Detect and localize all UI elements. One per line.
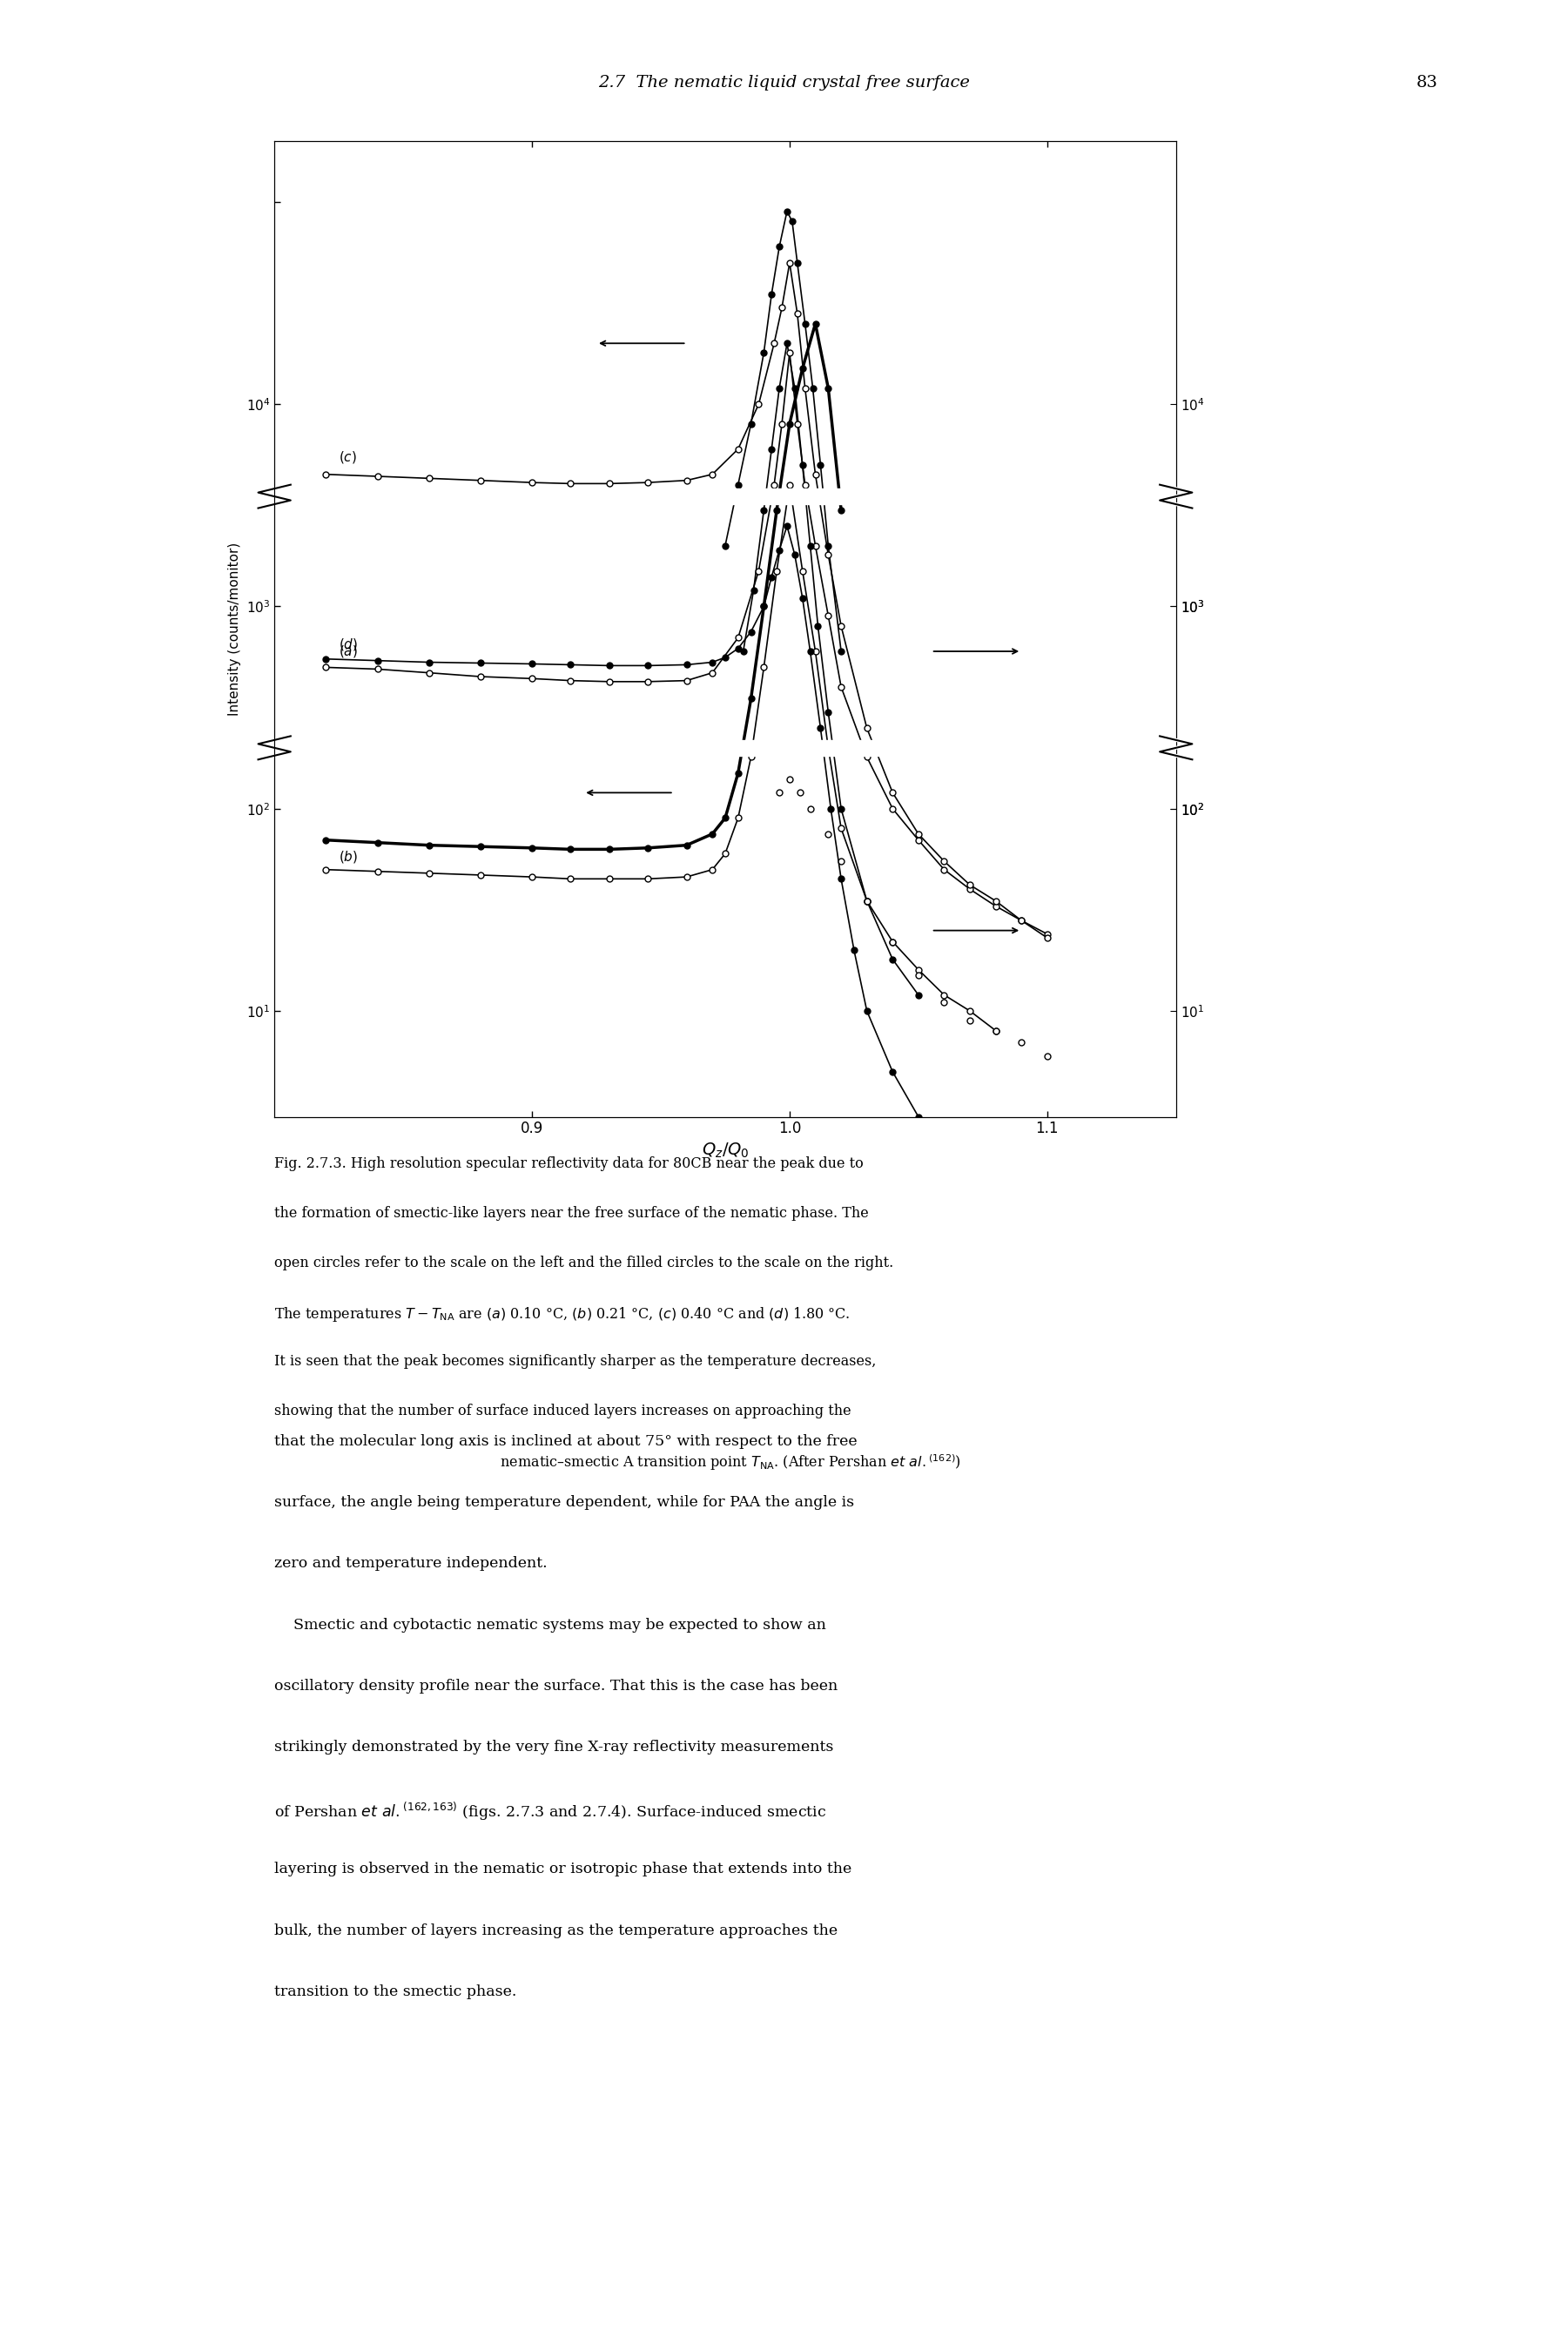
Text: It is seen that the peak becomes significantly sharper as the temperature decrea: It is seen that the peak becomes signifi… bbox=[274, 1354, 877, 1368]
X-axis label: $Q_z/Q_0$: $Q_z/Q_0$ bbox=[701, 1143, 750, 1159]
Text: oscillatory density profile near the surface. That this is the case has been: oscillatory density profile near the sur… bbox=[274, 1679, 837, 1693]
Bar bbox=[274, 489, 1176, 503]
Bar bbox=[274, 741, 1176, 755]
Text: surface, the angle being temperature dependent, while for PAA the angle is: surface, the angle being temperature dep… bbox=[274, 1495, 855, 1509]
Text: that the molecular long axis is inclined at about 75° with respect to the free: that the molecular long axis is inclined… bbox=[274, 1434, 858, 1448]
Text: of Pershan $et~al.^{(162,163)}$ (figs. 2.7.3 and 2.7.4). Surface-induced smectic: of Pershan $et~al.^{(162,163)}$ (figs. 2… bbox=[274, 1801, 826, 1822]
Text: $(d)$: $(d)$ bbox=[339, 637, 358, 651]
Text: bulk, the number of layers increasing as the temperature approaches the: bulk, the number of layers increasing as… bbox=[274, 1923, 837, 1937]
Text: nematic–smectic A transition point $T_{\rm NA}$. (After Pershan $et~al.^{(162)}$: nematic–smectic A transition point $T_{\… bbox=[466, 1453, 961, 1472]
Text: transition to the smectic phase.: transition to the smectic phase. bbox=[274, 1984, 517, 1998]
Text: 2.7  The nematic liquid crystal free surface: 2.7 The nematic liquid crystal free surf… bbox=[597, 75, 971, 89]
Text: $(c)$: $(c)$ bbox=[339, 449, 358, 465]
Text: the formation of smectic-like layers near the free surface of the nematic phase.: the formation of smectic-like layers nea… bbox=[274, 1206, 869, 1220]
Text: open circles refer to the scale on the left and the filled circles to the scale : open circles refer to the scale on the l… bbox=[274, 1255, 894, 1270]
Y-axis label: Intensity (counts/monitor): Intensity (counts/monitor) bbox=[229, 543, 241, 715]
Text: strikingly demonstrated by the very fine X-ray reflectivity measurements: strikingly demonstrated by the very fine… bbox=[274, 1740, 834, 1754]
Text: $(b)$: $(b)$ bbox=[339, 849, 358, 865]
Text: The temperatures $T-T_{\rm NA}$ are $(a)$ 0.10 °C, $(b)$ 0.21 °C, $(c)$ 0.40 °C : The temperatures $T-T_{\rm NA}$ are $(a)… bbox=[274, 1305, 850, 1324]
Text: Smectic and cybotactic nematic systems may be expected to show an: Smectic and cybotactic nematic systems m… bbox=[274, 1617, 826, 1632]
Text: showing that the number of surface induced layers increases on approaching the: showing that the number of surface induc… bbox=[274, 1404, 851, 1418]
Text: $(a)$: $(a)$ bbox=[339, 644, 358, 658]
Text: 83: 83 bbox=[1416, 75, 1438, 89]
Text: layering is observed in the nematic or isotropic phase that extends into the: layering is observed in the nematic or i… bbox=[274, 1862, 851, 1876]
Text: zero and temperature independent.: zero and temperature independent. bbox=[274, 1556, 547, 1570]
Text: Fig. 2.7.3. High resolution specular reflectivity data for 80CB near the peak du: Fig. 2.7.3. High resolution specular ref… bbox=[274, 1157, 864, 1171]
